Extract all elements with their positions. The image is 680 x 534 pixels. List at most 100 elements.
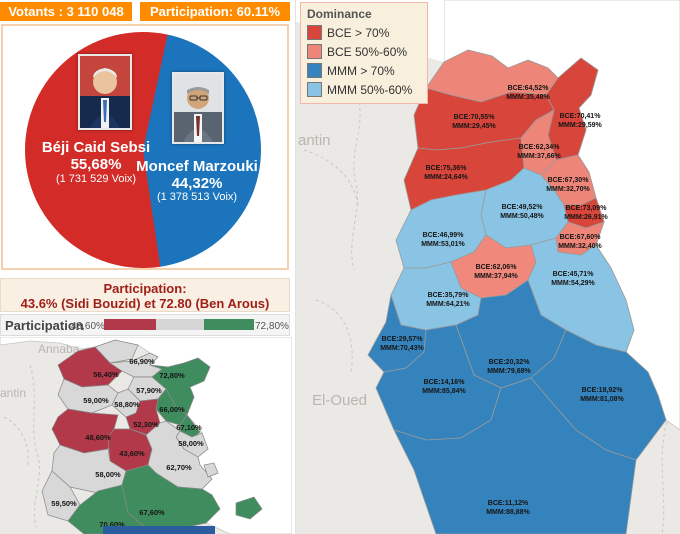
region-label-mmm: MMM:88,88% <box>486 509 530 516</box>
region-label-mmm: MMM:64,21% <box>426 301 470 308</box>
participation-region-label: 59,00% <box>83 396 109 405</box>
participation-region-label: 58,80% <box>114 400 140 409</box>
region-label-bce: BCE:14,16% <box>424 379 466 386</box>
region-label-bce: BCE:64,52% <box>508 85 550 92</box>
region-label-mmm: MMM:32,40% <box>558 243 602 250</box>
legend-item: BCE 50%-60% <box>307 44 421 59</box>
participation-region-label: 48,60% <box>85 433 111 442</box>
participation-region-label: 67,10% <box>176 423 202 432</box>
dashed-border <box>303 149 359 206</box>
legend-swatch-mmm-50-60 <box>307 82 322 97</box>
legend-item: MMM 50%-60% <box>307 82 421 97</box>
region-label-bce: BCE:70,41% <box>560 113 602 120</box>
scale-mid-segment <box>156 319 204 330</box>
dashed-border <box>351 95 361 271</box>
dashed-border <box>3 416 29 466</box>
region-label-mmm: MMM:53,01% <box>421 241 465 248</box>
region-label-bce: BCE:75,36% <box>426 165 468 172</box>
region-label-bce: BCE:62,34% <box>519 144 561 151</box>
participation-region[interactable] <box>203 462 219 478</box>
dominance-legend: Dominance BCE > 70% BCE 50%-60% MMM > 70… <box>300 2 428 104</box>
participation-region-label: 72,80% <box>159 371 185 380</box>
participation-min-value: 43,60% <box>71 321 105 332</box>
region-label-mmm: MMM:32,70% <box>546 186 590 193</box>
participation-color-legend: Participation 43,60% 72,80% <box>0 314 290 336</box>
bg-label-annaba: Annaba <box>38 342 80 356</box>
participation-region-label: 56,40% <box>93 370 119 379</box>
dashed-border <box>29 364 40 528</box>
scale-high-segment <box>204 319 254 330</box>
region-label-bce: BCE:73,09% <box>566 205 608 212</box>
participation-region-label: 57,90% <box>136 386 162 395</box>
participation-map: Annaba antin 56,40% <box>0 337 292 534</box>
participation-region[interactable] <box>235 496 263 520</box>
participation-range-title: Participation: <box>103 281 187 296</box>
region-label-mmm: MMM:29,45% <box>452 123 496 130</box>
legend-label: BCE 50%-60% <box>327 44 408 59</box>
participation-legend-label: Participation <box>5 318 84 333</box>
region-label-bce: BCE:46,99% <box>423 232 465 239</box>
participation-region-label: 59,50% <box>51 499 77 508</box>
legend-swatch-mmm-70 <box>307 63 322 78</box>
region-label-mmm: MMM:37,66% <box>517 153 561 160</box>
dashed-border <box>661 421 668 534</box>
region-label-mmm: MMM:37,94% <box>474 273 518 280</box>
legend-swatch-bce-70 <box>307 25 322 40</box>
region-label-mmm: MMM:24,64% <box>424 174 468 181</box>
region-label-bce: BCE:67,30% <box>548 177 590 184</box>
participation-region-label: 67,60% <box>139 508 165 517</box>
region-label-mmm: MMM:79,68% <box>487 368 531 375</box>
candidate-photo-marzouki <box>172 72 224 144</box>
participation-region-label: 58,00% <box>95 470 121 479</box>
legend-swatch-bce-50-60 <box>307 44 322 59</box>
participation-range-header: Participation: 43.6% (Sidi Bouzid) et 72… <box>0 278 290 312</box>
dominance-legend-title: Dominance <box>307 7 372 21</box>
participation-region-label: 66,00% <box>159 405 185 414</box>
region-label-mmm: MMM:85,84% <box>422 388 466 395</box>
participation-region-label: 62,70% <box>166 463 192 472</box>
bg-label-el-oued: El-Oued <box>312 392 367 409</box>
participation-region-label: 66,90% <box>129 357 155 366</box>
legend-item: MMM > 70% <box>307 63 421 78</box>
candidate-percent-bce: 55,68% <box>70 156 122 173</box>
region-label-bce: BCE:18,92% <box>582 387 624 394</box>
candidate-photo-bce <box>78 54 132 130</box>
region-label-bce: BCE:70,55% <box>454 114 496 121</box>
participation-range-subtitle: 43.6% (Sidi Bouzid) et 72.80 (Ben Arous) <box>20 296 270 311</box>
region-label-bce: BCE:62,06% <box>476 264 518 271</box>
candidate-name-marzouki: Moncef Marzouki <box>136 158 258 175</box>
participation-region-label: 58,00% <box>178 439 204 448</box>
region-label-bce: BCE:49,52% <box>502 204 544 211</box>
participation-region-label: 70,60% <box>99 520 125 529</box>
legend-label: MMM 50%-60% <box>327 82 413 97</box>
region-label-mmm: MMM:29,59% <box>558 122 602 129</box>
participation-region-label: 52,30% <box>133 420 159 429</box>
legend-label: MMM > 70% <box>327 63 395 78</box>
region-label-mmm: MMM:70,43% <box>380 345 424 352</box>
candidate-votes-bce: (1 731 529 Voix) <box>55 173 137 185</box>
participation-max-value: 72,80% <box>255 321 289 332</box>
results-pie-chart[interactable] <box>25 32 261 268</box>
bottom-bar <box>103 526 215 534</box>
dashed-border <box>315 299 353 373</box>
results-pie-panel: Béji Caid Sebsi 55,68% (1 731 529 Voix) … <box>1 24 289 270</box>
region-label-mmm: MMM:81,08% <box>580 396 624 403</box>
region-label-mmm: MMM:54,29% <box>551 280 595 287</box>
candidate-votes-marzouki: (1 378 513 Voix) <box>156 191 238 203</box>
region-label-bce: BCE:35,79% <box>428 292 470 299</box>
dominance-region[interactable] <box>393 377 637 534</box>
dominance-map: antin El-Oued BCE:64,52% MMM:35 <box>296 0 680 534</box>
region-label-bce: BCE:29,57% <box>382 336 424 343</box>
legend-item: BCE > 70% <box>307 25 421 40</box>
region-label-mmm: MMM:26,91% <box>564 214 608 221</box>
scale-low-segment <box>104 319 156 330</box>
region-label-bce: BCE:67,60% <box>560 234 602 241</box>
participation-color-scale <box>104 319 254 330</box>
region-label-mmm: MMM:35,48% <box>506 94 550 101</box>
candidate-name-bce: Béji Caid Sebsi <box>41 139 151 156</box>
panel-divider <box>292 0 296 534</box>
votants-badge: Votants : 3 110 048 <box>0 2 132 21</box>
region-label-bce: BCE:45,71% <box>553 271 595 278</box>
bg-label-constantine: antin <box>298 132 331 149</box>
participation-region-label: 43,60% <box>119 449 145 458</box>
